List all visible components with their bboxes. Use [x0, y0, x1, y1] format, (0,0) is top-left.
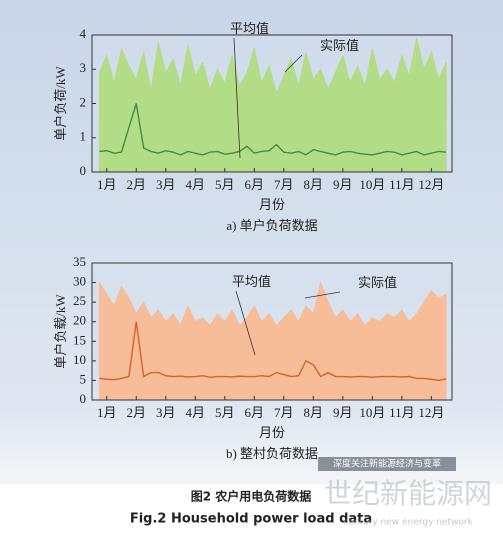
figure-title-en: Fig.2 Household power load data: [130, 512, 372, 527]
x-tick-label: 6月: [245, 177, 265, 192]
mean-line: [99, 103, 447, 156]
plot-frame: [91, 262, 453, 401]
watermark-box: [318, 457, 456, 471]
y-tick-label: 30: [73, 274, 86, 289]
x-tick-label: 4月: [186, 177, 206, 192]
x-tick-label: 2月: [127, 177, 147, 192]
annotation: 平均值: [232, 274, 271, 289]
y-tick-label: 20: [73, 313, 86, 328]
x-tick-label: 9月: [333, 405, 353, 420]
x-tick-label: 5月: [215, 177, 235, 192]
x-tick-label: 4月: [186, 405, 206, 420]
caption-background: [0, 485, 503, 536]
x-tick-label: 12月: [418, 177, 444, 192]
y-tick-label: 10: [73, 352, 86, 367]
x-tick-label: 11月: [389, 405, 415, 420]
annotation: 实际值: [320, 38, 359, 53]
annotation: 实际值: [358, 275, 397, 290]
x-tick-label: 1月: [97, 177, 117, 192]
y-tick-label: 2: [80, 94, 87, 109]
x-tick-label: 11月: [389, 177, 415, 192]
panel-caption: a) 单户负荷数据: [226, 218, 317, 233]
y-tick-label: 4: [80, 26, 87, 41]
y-tick-label: 0: [80, 391, 87, 406]
figure-title-cn: 图2 农户用电负荷数据: [191, 489, 312, 504]
x-tick-label: 5月: [215, 405, 235, 420]
y-tick-label: 15: [73, 332, 86, 347]
y-tick-label: 35: [73, 254, 86, 269]
y-tick-label: 5: [80, 371, 87, 386]
y-axis-label: 单户负载/kW: [53, 294, 68, 369]
annotation: 平均值: [230, 21, 269, 36]
annotation-leader: [233, 37, 241, 159]
x-tick-label: 8月: [304, 177, 324, 192]
x-tick-label: 8月: [304, 405, 324, 420]
x-tick-label: 6月: [245, 405, 265, 420]
watermark-brand: 世纪新能源网: [324, 477, 492, 510]
x-tick-label: 12月: [418, 405, 444, 420]
mean-line: [99, 321, 447, 382]
x-tick-label: 2月: [127, 405, 147, 420]
x-tick-label: 7月: [274, 405, 294, 420]
x-tick-label: 3月: [156, 405, 176, 420]
actual-area: [98, 280, 447, 401]
y-tick-label: 0: [80, 163, 87, 178]
annotation-leader: [284, 54, 303, 73]
y-tick-label: 25: [73, 293, 86, 308]
x-tick-label: 10月: [359, 177, 385, 192]
y-tick-label: 1: [80, 129, 87, 144]
x-tick-label: 3月: [156, 177, 176, 192]
x-tick-label: 10月: [359, 405, 385, 420]
annotation-leader: [304, 291, 341, 299]
y-axis-label: 单户负荷/kW: [53, 66, 68, 141]
watermark-brand-en: century new energy network: [343, 518, 473, 528]
x-tick-label: 7月: [274, 177, 294, 192]
x-axis-label: 月份: [259, 197, 285, 212]
x-tick-label: 1月: [97, 405, 117, 420]
x-tick-label: 9月: [333, 177, 353, 192]
actual-area: [98, 38, 447, 173]
panel-caption: b) 整村负荷数据: [226, 446, 318, 461]
annotation-leader: [235, 290, 256, 356]
x-axis-label: 月份: [259, 425, 285, 440]
watermark-tagline: 深度关注新能源经济与变革: [333, 458, 441, 470]
y-tick-label: 3: [80, 60, 87, 75]
